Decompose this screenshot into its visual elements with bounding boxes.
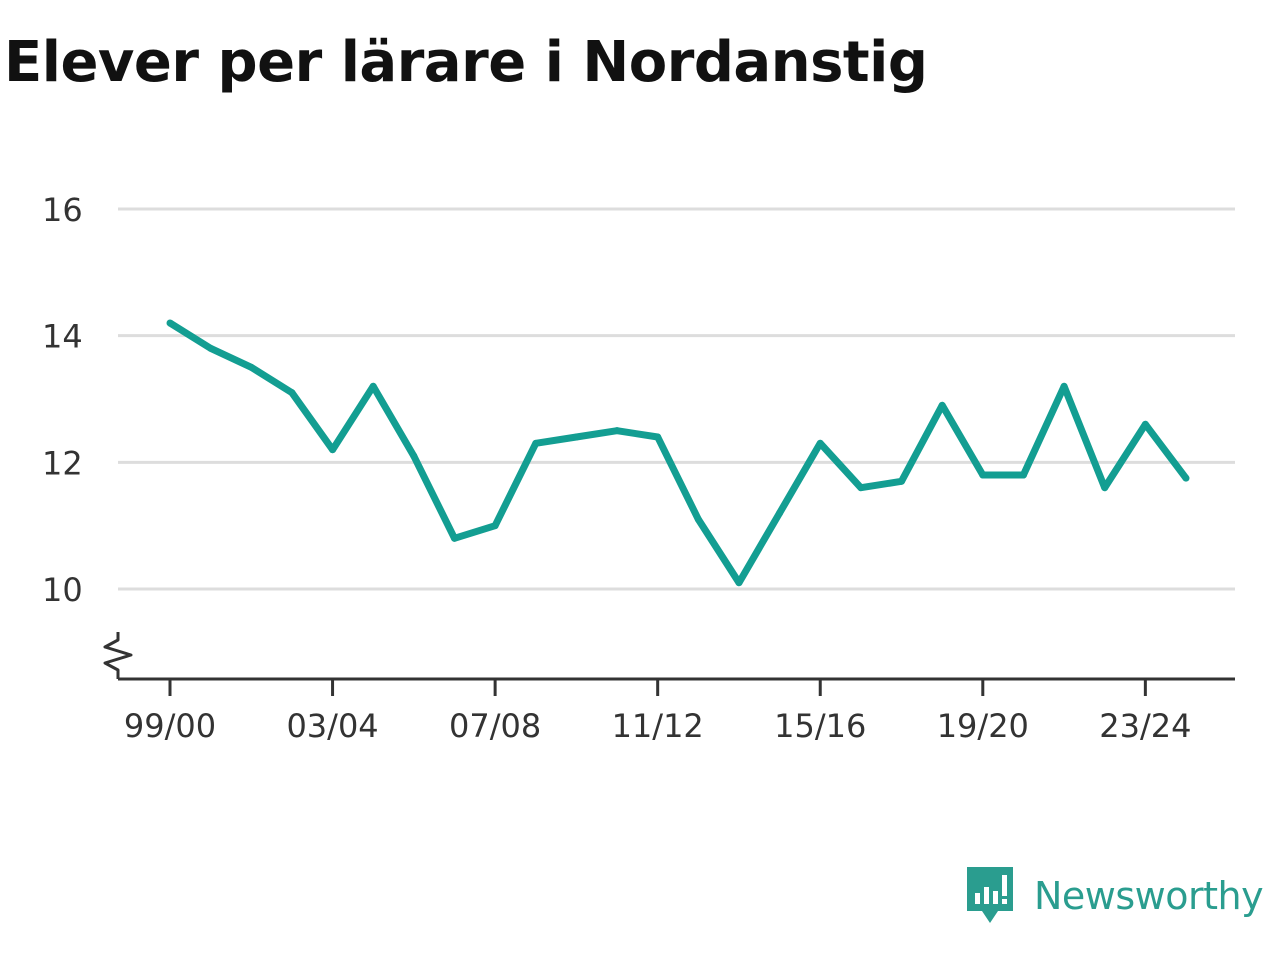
data-point [898,477,906,485]
data-point [1019,471,1027,479]
axis-break-marker [103,632,133,679]
y-tick-label: 14 [42,318,83,356]
data-point [979,471,987,479]
x-tick-label: 19/20 [937,707,1029,745]
data-point [247,363,255,371]
data-point [369,382,377,390]
newsworthy-logo-icon [967,867,1013,923]
data-point [532,439,540,447]
y-tick-label: 12 [42,444,83,482]
data-point [1182,474,1190,482]
data-point [288,389,296,397]
x-tick-label: 15/16 [774,707,866,745]
x-tick-label: 99/00 [124,707,216,745]
brand: Newsworthy [964,864,1264,928]
data-point [207,344,215,352]
data-point [857,484,865,492]
x-axis: 99/00 03/04 07/08 11/12 15/16 19/20 23/24 [103,632,1235,745]
x-tick-label: 11/12 [612,707,704,745]
data-point [410,452,418,460]
data-point [654,433,662,441]
data-point [938,401,946,409]
data-point [776,509,784,517]
series-lines [166,319,1190,587]
data-point [735,579,743,587]
y-tick-label: 10 [42,571,83,609]
data-point [450,534,458,542]
data-point [694,515,702,523]
data-point [166,319,174,327]
data-point [1141,420,1149,428]
brand-name: Newsworthy [1034,874,1264,918]
x-tick-label: 03/04 [286,707,378,745]
x-tick-label: 07/08 [449,707,541,745]
series-line-0 [168,320,1189,587]
y-tick-label: 16 [42,191,83,229]
chart-title: Elever per lärare i Nordanstig [4,30,928,95]
data-point [613,427,621,435]
x-tick-label: 23/24 [1099,707,1191,745]
gridlines [118,207,1235,591]
data-point [1060,382,1068,390]
data-point [329,446,337,454]
y-axis-tick-labels: 10 12 14 16 [42,191,83,609]
data-point [1101,484,1109,492]
data-point [572,433,580,441]
data-point [816,439,824,447]
data-point [491,522,499,530]
